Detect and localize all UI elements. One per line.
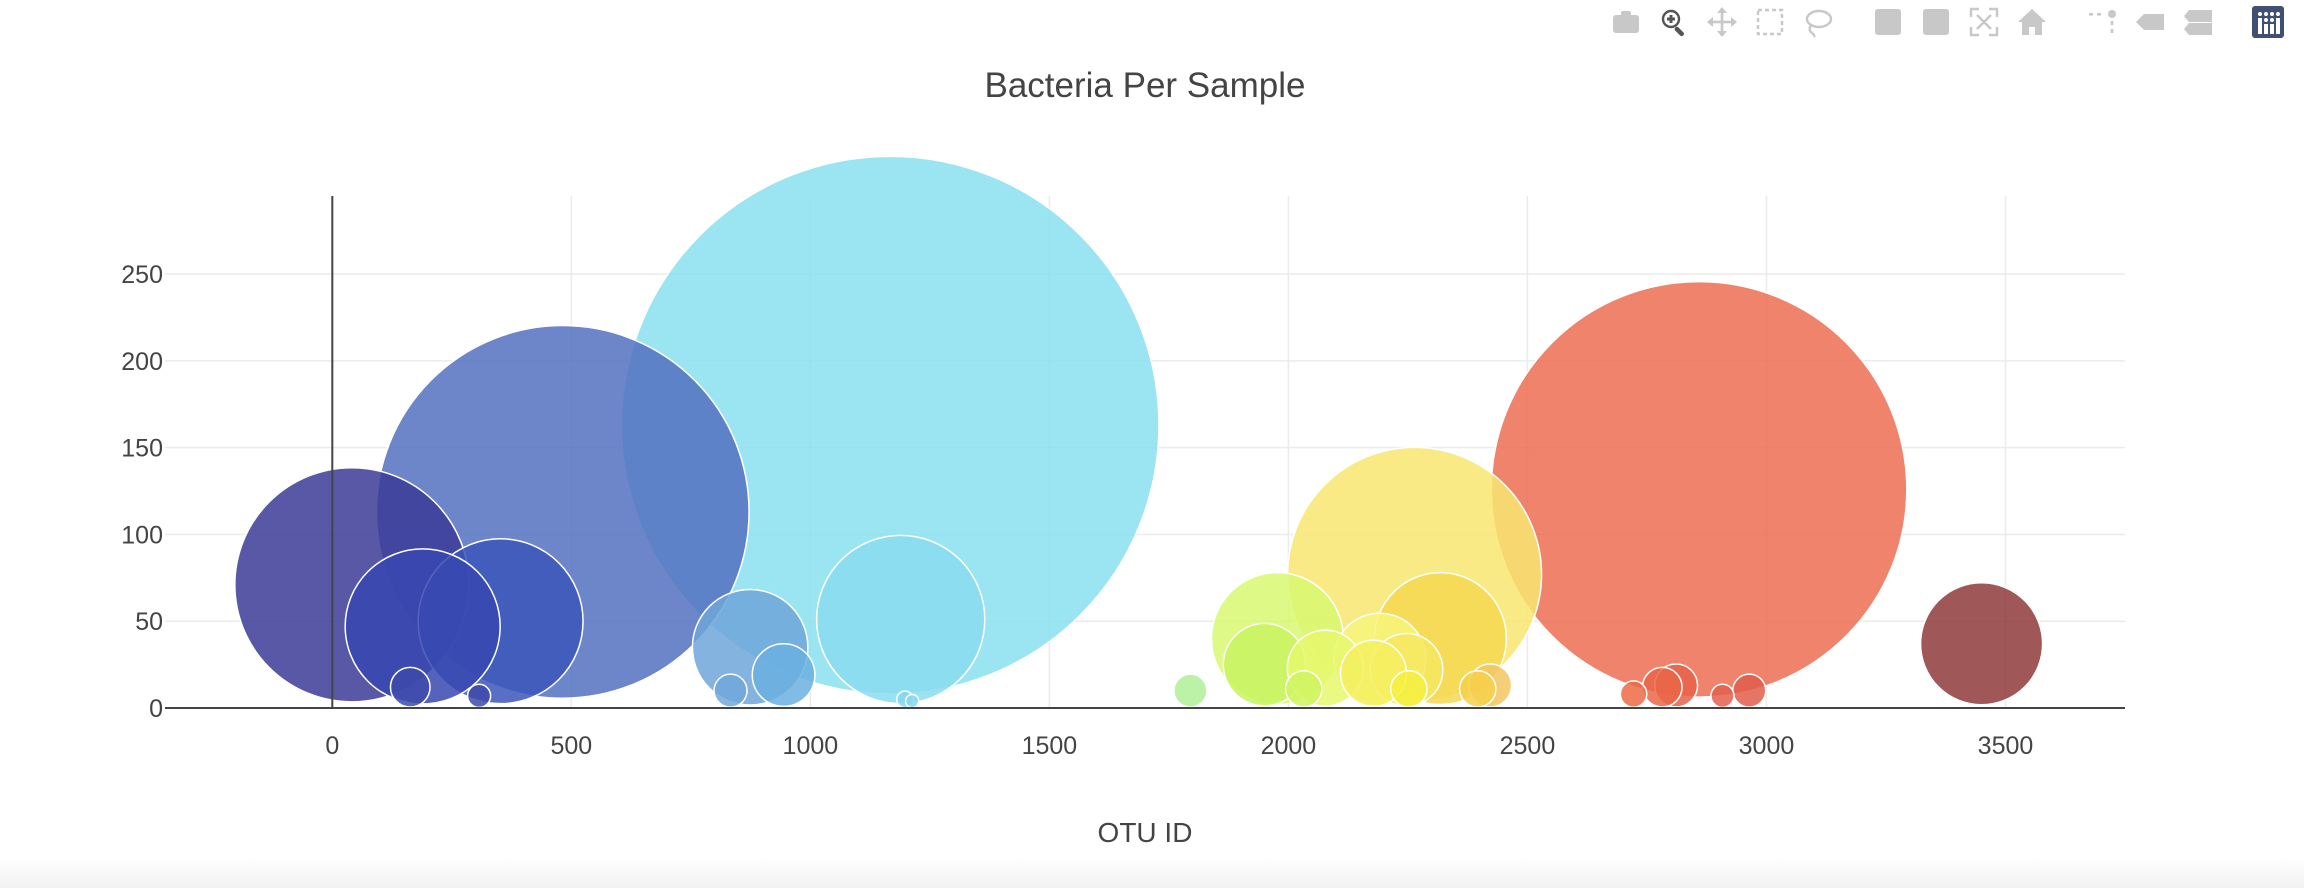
x-tick-label: 2500 bbox=[1500, 732, 1556, 760]
reset-axes-button[interactable] bbox=[2013, 4, 2051, 40]
bubble-layer[interactable] bbox=[234, 155, 2044, 709]
x-tick-label: 1000 bbox=[783, 732, 839, 760]
data-bubble[interactable] bbox=[1173, 673, 1208, 708]
plotly-logo-button[interactable] bbox=[2249, 4, 2287, 40]
x-tick-label: 2000 bbox=[1261, 732, 1317, 760]
data-bubble[interactable] bbox=[713, 673, 748, 708]
camera-icon bbox=[1613, 11, 1639, 33]
box-select-icon bbox=[1756, 8, 1784, 36]
zoom-icon bbox=[1661, 9, 1684, 37]
box-select-button[interactable] bbox=[1751, 4, 1789, 40]
x-axis-title: OTU ID bbox=[1098, 817, 1193, 848]
modebar-group bbox=[2078, 4, 2222, 40]
modebar-group bbox=[1864, 4, 2056, 40]
axes bbox=[165, 196, 2125, 709]
modebar-group bbox=[2244, 4, 2292, 40]
lasso-select-button[interactable] bbox=[1799, 4, 1837, 40]
reset-axes-icon bbox=[2018, 9, 2046, 35]
autoscale-button[interactable] bbox=[1965, 4, 2003, 40]
data-bubble[interactable] bbox=[1490, 280, 1908, 698]
zoom-in-button[interactable] bbox=[1869, 4, 1907, 40]
y-tick-label: 50 bbox=[135, 608, 163, 636]
hover-closest-icon bbox=[2136, 14, 2164, 30]
hover-closest-button[interactable] bbox=[2131, 4, 2169, 40]
data-bubble[interactable] bbox=[1284, 670, 1323, 708]
data-bubble[interactable] bbox=[1458, 670, 1497, 708]
zoom-out-icon bbox=[1923, 9, 1949, 35]
y-tick-label: 100 bbox=[121, 521, 163, 549]
data-bubble[interactable] bbox=[1619, 680, 1648, 709]
page-bottom-shade bbox=[0, 858, 2304, 888]
data-bubble[interactable] bbox=[904, 693, 920, 709]
data-bubble[interactable] bbox=[344, 548, 501, 705]
data-bubble[interactable] bbox=[751, 642, 816, 708]
tick-labels: 0 500 1000 1500 2000 2500 3000 3500 0 50 100 150 200… bbox=[121, 261, 2033, 760]
data-bubble[interactable] bbox=[466, 683, 492, 709]
plot-modebar bbox=[1580, 4, 2292, 40]
hover-compare-button[interactable] bbox=[2179, 4, 2217, 40]
spike-lines-icon bbox=[2089, 10, 2116, 33]
zoom-out-button[interactable] bbox=[1917, 4, 1955, 40]
zoom-button[interactable] bbox=[1655, 4, 1693, 40]
data-bubble[interactable] bbox=[1389, 670, 1428, 708]
x-tick-label: 1500 bbox=[1022, 732, 1078, 760]
x-tick-label: 0 bbox=[325, 732, 339, 760]
x-tick-label: 500 bbox=[550, 732, 592, 760]
chart-title: Bacteria Per Sample bbox=[985, 66, 1306, 105]
x-tick-label: 3500 bbox=[1978, 732, 2034, 760]
y-tick-label: 150 bbox=[121, 435, 163, 463]
y-tick-label: 0 bbox=[149, 695, 163, 723]
autoscale-icon bbox=[1969, 7, 1999, 37]
plotly-logo-icon bbox=[2252, 6, 2284, 38]
data-bubble[interactable] bbox=[1710, 683, 1735, 709]
hover-compare-icon bbox=[2184, 10, 2212, 35]
lasso-select-icon bbox=[1805, 9, 1833, 38]
data-bubble[interactable] bbox=[1641, 666, 1683, 708]
data-bubble[interactable] bbox=[1919, 582, 2044, 706]
x-tick-label: 3000 bbox=[1739, 732, 1795, 760]
zoom-in-icon bbox=[1875, 9, 1901, 35]
data-bubble[interactable] bbox=[815, 534, 986, 705]
pan-icon bbox=[1707, 7, 1737, 37]
data-bubble[interactable] bbox=[1732, 673, 1767, 708]
spike-lines-button[interactable] bbox=[2083, 4, 2121, 40]
y-tick-label: 250 bbox=[121, 261, 163, 289]
camera-button[interactable] bbox=[1607, 4, 1645, 40]
y-tick-label: 200 bbox=[121, 348, 163, 376]
modebar-group bbox=[1602, 4, 1842, 40]
data-bubble[interactable] bbox=[389, 666, 431, 708]
pan-button[interactable] bbox=[1703, 4, 1741, 40]
